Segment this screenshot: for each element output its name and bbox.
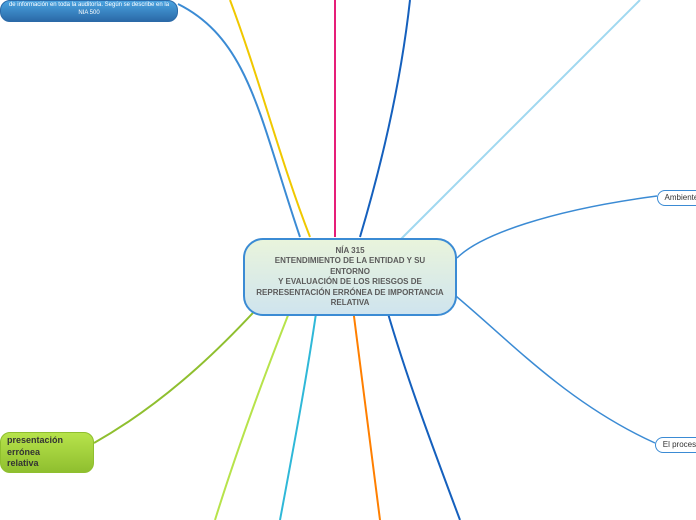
- edge: [380, 285, 460, 520]
- branch-presentacion-erronea[interactable]: presentación errónea relativa: [0, 432, 94, 473]
- edge: [230, 0, 310, 237]
- branch-ambiente-text: Ambiente de: [665, 193, 696, 202]
- branch-note-text: de información en toda la auditoría. Seg…: [9, 2, 169, 16]
- center-line2: ENTENDIMIENTO DE LA ENTIDAD Y SU ENTORNO: [255, 256, 445, 277]
- branch-ambiente[interactable]: Ambiente de: [657, 190, 696, 206]
- branch-green-line2: relativa: [7, 458, 87, 470]
- edge: [360, 0, 410, 237]
- branch-note-nia500: de información en toda la auditoría. Seg…: [0, 0, 178, 22]
- branch-proceso[interactable]: El proceso d: [655, 437, 696, 453]
- center-line3: Y EVALUACIÓN DE LOS RIESGOS DE: [255, 277, 445, 287]
- center-line5: RELATIVA: [255, 298, 445, 308]
- center-line1: NÍA 315: [255, 246, 445, 256]
- branch-proceso-text: El proceso d: [663, 440, 696, 449]
- branch-green-line1: presentación errónea: [7, 435, 87, 458]
- center-line4: REPRESENTACIÓN ERRÓNEA DE IMPORTANCIA: [255, 288, 445, 298]
- edge: [440, 283, 655, 443]
- edge: [457, 196, 657, 258]
- edge: [178, 4, 300, 237]
- edge: [350, 285, 380, 520]
- center-topic[interactable]: NÍA 315 ENTENDIMIENTO DE LA ENTIDAD Y SU…: [243, 238, 457, 316]
